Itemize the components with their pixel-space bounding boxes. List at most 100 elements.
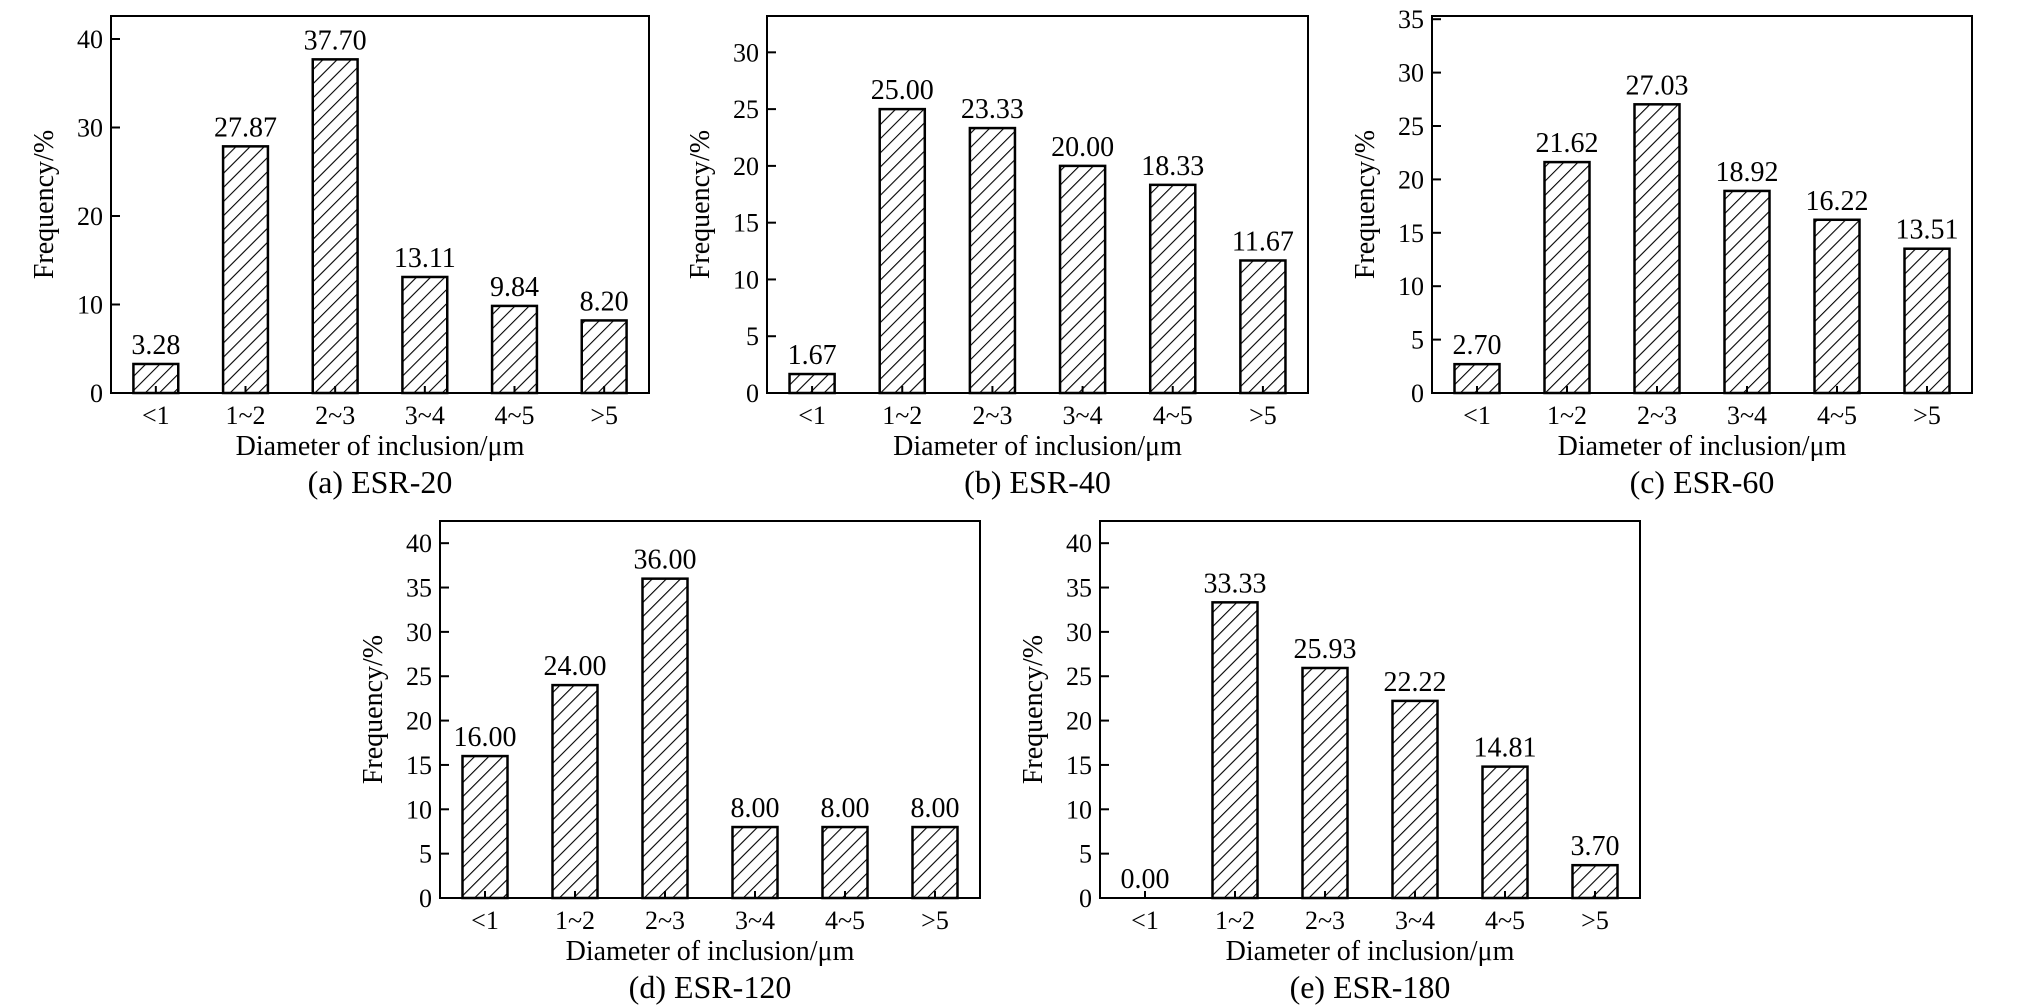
bar [221, 145, 270, 395]
bar-value-label: 0.00 [1121, 864, 1170, 895]
bar-value-label: 27.03 [1626, 70, 1689, 101]
y-tick-label: 30 [77, 114, 103, 143]
x-category-label: 4~5 [1485, 906, 1525, 935]
bar [1391, 699, 1439, 900]
x-category-label: 3~4 [1063, 401, 1103, 430]
x-category-label: 2~3 [972, 401, 1012, 430]
x-axis-title: Diameter of inclusion/μm [893, 431, 1182, 462]
panel-caption: (b) ESR-40 [964, 464, 1111, 500]
x-category-label: 1~2 [555, 906, 595, 935]
y-axis-title: Frequency/% [1350, 130, 1381, 279]
bar [551, 683, 599, 900]
x-category-label: 4~5 [1817, 401, 1857, 430]
x-category-label: <1 [1463, 401, 1491, 430]
y-tick-label: 35 [1066, 574, 1092, 603]
bar-value-label: 11.67 [1232, 226, 1294, 257]
bar-value-label: 16.00 [454, 722, 517, 753]
bar-value-label: 3.70 [1571, 831, 1620, 862]
bar [1481, 765, 1529, 900]
y-tick-label: 20 [406, 707, 432, 736]
x-axis-title: Diameter of inclusion/μm [1226, 936, 1515, 967]
y-tick-label: 10 [77, 291, 103, 320]
x-axis-title: Diameter of inclusion/μm [566, 936, 855, 967]
x-category-label: >5 [590, 401, 618, 430]
bar [1301, 666, 1349, 900]
y-tick-label: 15 [406, 751, 432, 780]
y-tick-label: 10 [1066, 795, 1092, 824]
x-axis-title: Diameter of inclusion/μm [1558, 431, 1847, 462]
bar [1058, 164, 1107, 395]
x-category-label: 3~4 [1727, 401, 1767, 430]
bar-value-label: 24.00 [544, 651, 607, 682]
y-tick-label: 25 [1066, 662, 1092, 691]
x-category-label: 1~2 [225, 401, 265, 430]
y-axis-title: Frequency/% [685, 130, 716, 279]
bar-value-label: 21.62 [1536, 128, 1599, 159]
y-tick-label: 5 [1079, 840, 1092, 869]
x-category-label: 2~3 [1305, 906, 1345, 935]
y-tick-label: 0 [746, 379, 759, 408]
x-category-label: 2~3 [645, 906, 685, 935]
chart-panel-4: 0 5 10 15 20 25 30 35 40 0.00 <1 33.33 1~2 25.93 2~3 22… [1018, 520, 1641, 1005]
x-category-label: >5 [921, 906, 949, 935]
bar [968, 126, 1017, 395]
x-category-label: 3~4 [405, 401, 445, 430]
bar [1633, 103, 1681, 395]
bar [878, 107, 927, 395]
y-tick-label: 10 [406, 795, 432, 824]
bar-value-label: 20.00 [1051, 132, 1114, 163]
y-tick-label: 20 [1066, 707, 1092, 736]
y-tick-label: 25 [1398, 112, 1424, 141]
bar-value-label: 27.87 [214, 112, 277, 143]
x-category-label: 1~2 [882, 401, 922, 430]
chart-panel-2: 0 5 10 15 20 25 30 35 2.70 <1 21.62 1~2 27.03 2~3 18.9… [1350, 5, 1973, 500]
y-tick-label: 15 [1398, 219, 1424, 248]
y-tick-label: 0 [419, 884, 432, 913]
x-category-label: 3~4 [1395, 906, 1435, 935]
chart-panel-3: 0 5 10 15 20 25 30 35 40 16.00 <1 24.00 1~2 36.00 2~3 8… [358, 520, 981, 1005]
x-category-label: >5 [1913, 401, 1941, 430]
bar [821, 825, 869, 900]
bar-value-label: 18.92 [1716, 157, 1779, 188]
bar-value-label: 8.00 [821, 793, 870, 824]
x-category-label: 3~4 [735, 906, 775, 935]
y-tick-label: 0 [1079, 884, 1092, 913]
y-tick-label: 35 [1398, 5, 1424, 34]
x-category-label: 1~2 [1215, 906, 1255, 935]
y-tick-label: 0 [90, 379, 103, 408]
y-tick-label: 25 [733, 95, 759, 124]
y-tick-label: 25 [406, 662, 432, 691]
y-tick-label: 35 [406, 574, 432, 603]
bar [1813, 218, 1861, 395]
bar [1543, 160, 1591, 395]
bar [1903, 247, 1951, 395]
bar-value-label: 8.20 [580, 286, 629, 317]
bar-value-label: 22.22 [1384, 667, 1447, 698]
x-category-label: 4~5 [825, 906, 865, 935]
bar-value-label: 8.00 [731, 793, 780, 824]
y-tick-label: 20 [733, 152, 759, 181]
y-tick-label: 10 [733, 265, 759, 294]
bar-value-label: 18.33 [1141, 151, 1204, 182]
bar [1723, 189, 1771, 395]
y-axis-title: Frequency/% [358, 635, 389, 784]
bar [580, 319, 628, 395]
bar [641, 577, 689, 900]
bar-value-label: 25.00 [871, 75, 934, 106]
y-tick-label: 15 [1066, 751, 1092, 780]
bar-value-label: 23.33 [961, 94, 1024, 125]
panel-caption: (e) ESR-180 [1290, 969, 1451, 1005]
bar [911, 825, 959, 900]
x-category-label: 4~5 [1153, 401, 1193, 430]
plot-area-frame [1431, 15, 1973, 394]
bar-value-label: 33.33 [1204, 568, 1267, 599]
bar-value-label: 13.51 [1896, 215, 1959, 246]
bar [311, 58, 359, 395]
bar [490, 304, 539, 395]
x-category-label: 4~5 [494, 401, 534, 430]
plot-area-frame [766, 15, 1309, 394]
y-tick-label: 0 [1411, 379, 1424, 408]
y-tick-label: 5 [746, 322, 759, 351]
bar-value-label: 37.70 [304, 25, 367, 56]
